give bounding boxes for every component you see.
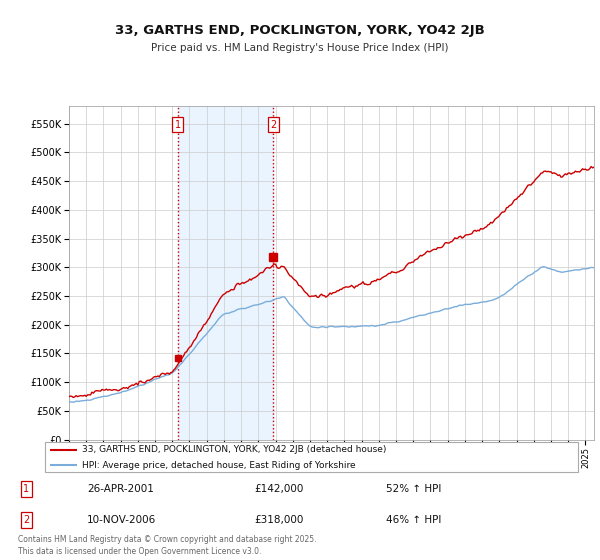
Text: HPI: Average price, detached house, East Riding of Yorkshire: HPI: Average price, detached house, East… — [83, 460, 356, 470]
Text: 1: 1 — [23, 484, 29, 494]
Text: £142,000: £142,000 — [254, 484, 303, 494]
Text: 33, GARTHS END, POCKLINGTON, YORK, YO42 2JB: 33, GARTHS END, POCKLINGTON, YORK, YO42 … — [115, 24, 485, 38]
Bar — [178, 106, 273, 440]
Text: 10-NOV-2006: 10-NOV-2006 — [87, 515, 156, 525]
Text: 2: 2 — [23, 515, 29, 525]
Text: Price paid vs. HM Land Registry's House Price Index (HPI): Price paid vs. HM Land Registry's House … — [151, 43, 449, 53]
Text: 1: 1 — [175, 120, 181, 130]
Text: Contains HM Land Registry data © Crown copyright and database right 2025.
This d: Contains HM Land Registry data © Crown c… — [18, 535, 317, 556]
Text: 52% ↑ HPI: 52% ↑ HPI — [386, 484, 442, 494]
Text: 46% ↑ HPI: 46% ↑ HPI — [386, 515, 442, 525]
Text: £318,000: £318,000 — [254, 515, 303, 525]
Text: 26-APR-2001: 26-APR-2001 — [87, 484, 154, 494]
Text: 33, GARTHS END, POCKLINGTON, YORK, YO42 2JB (detached house): 33, GARTHS END, POCKLINGTON, YORK, YO42 … — [83, 445, 387, 454]
Text: 2: 2 — [270, 120, 276, 130]
FancyBboxPatch shape — [45, 442, 578, 472]
